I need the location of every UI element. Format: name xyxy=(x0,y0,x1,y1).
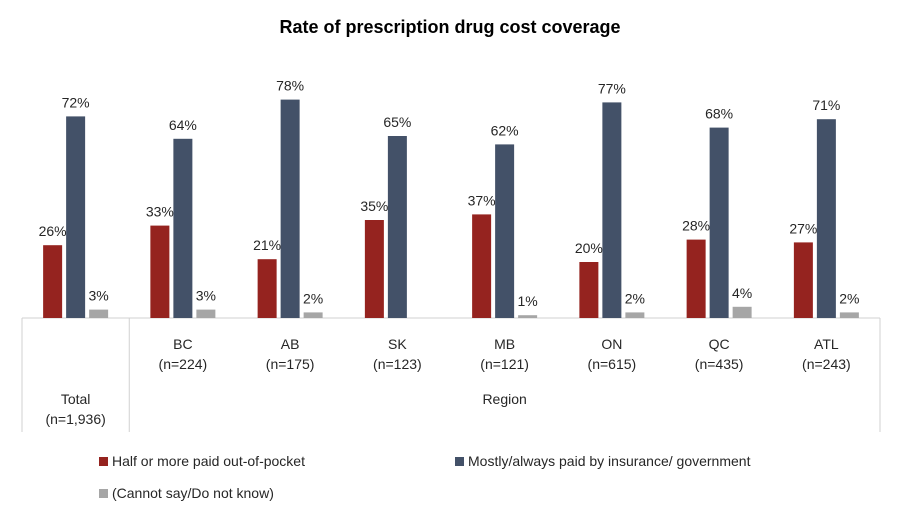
data-label: 64% xyxy=(169,117,197,133)
data-label: 27% xyxy=(789,220,817,236)
tick-label: QC xyxy=(709,336,730,352)
legend-swatch xyxy=(99,488,108,498)
data-label: 2% xyxy=(303,290,323,306)
bar xyxy=(625,312,645,318)
bar xyxy=(579,262,599,318)
tick-label: MB xyxy=(494,336,515,352)
legend-label: Half or more paid out-of-pocket xyxy=(112,453,305,469)
tick-label-n: (n=1,936) xyxy=(45,411,105,427)
tick-label-n: (n=435) xyxy=(695,356,744,372)
bar xyxy=(472,214,492,318)
data-label: 33% xyxy=(146,204,174,220)
bar xyxy=(173,138,193,318)
bar xyxy=(150,225,170,318)
data-label: 35% xyxy=(360,198,388,214)
bar xyxy=(495,144,515,318)
bar xyxy=(196,309,216,318)
chart-title: Rate of prescription drug cost coverage xyxy=(279,17,621,37)
tick-label: Total xyxy=(61,391,91,407)
data-label: 4% xyxy=(732,285,752,301)
legend-item-insurance: Mostly/always paid by insurance/ governm… xyxy=(455,453,750,469)
data-label: 68% xyxy=(705,106,733,122)
bar xyxy=(839,312,859,318)
legend-swatch xyxy=(99,456,108,466)
tick-label: SK xyxy=(388,336,407,352)
bar xyxy=(686,239,706,318)
data-label: 71% xyxy=(812,97,840,113)
bar xyxy=(66,116,86,319)
tick-label-n: (n=615) xyxy=(588,356,637,372)
tick-label-n: (n=123) xyxy=(373,356,422,372)
bar xyxy=(793,242,813,318)
bar xyxy=(89,309,109,318)
bar xyxy=(387,136,407,318)
bar xyxy=(280,99,300,318)
data-label: 65% xyxy=(383,114,411,130)
data-label: 3% xyxy=(196,288,216,304)
data-label: 28% xyxy=(682,218,710,234)
bar xyxy=(43,245,63,318)
bar xyxy=(303,312,323,318)
bar xyxy=(257,259,277,318)
tick-label: BC xyxy=(173,336,192,352)
data-label: 62% xyxy=(491,122,519,138)
bar xyxy=(732,306,752,318)
data-label: 77% xyxy=(598,80,626,96)
tick-label: ON xyxy=(601,336,622,352)
data-label: 21% xyxy=(253,237,281,253)
bar xyxy=(709,127,729,318)
data-label: 78% xyxy=(276,78,304,94)
bar xyxy=(816,119,836,318)
bar xyxy=(364,220,384,318)
legend-item-cannot-say: (Cannot say/Do not know) xyxy=(99,485,274,501)
data-label: 26% xyxy=(39,223,67,239)
legend-item-out-of-pocket: Half or more paid out-of-pocket xyxy=(99,453,305,469)
bar-chart: 26% 72% 3% 33% 64% 3% BC (n=224) 21% 78% 2% AB (n=17… xyxy=(21,78,881,432)
tick-label: AB xyxy=(281,336,300,352)
data-label: 72% xyxy=(62,94,90,110)
tick-label: ATL xyxy=(814,336,839,352)
data-label: 2% xyxy=(625,290,645,306)
tick-label-n: (n=175) xyxy=(266,356,315,372)
group-label: Region xyxy=(482,391,526,407)
legend-label: (Cannot say/Do not know) xyxy=(112,485,274,501)
tick-label-n: (n=243) xyxy=(802,356,851,372)
data-label: 2% xyxy=(839,290,859,306)
legend-swatch xyxy=(455,456,464,466)
data-label: 1% xyxy=(518,293,538,309)
data-label: 20% xyxy=(575,240,603,256)
bar xyxy=(518,315,538,318)
legend-label: Mostly/always paid by insurance/ governm… xyxy=(468,453,751,469)
tick-label-n: (n=121) xyxy=(480,356,529,372)
tick-label-n: (n=224) xyxy=(159,356,208,372)
data-label: 37% xyxy=(468,192,496,208)
bar xyxy=(602,102,622,319)
data-label: 3% xyxy=(89,288,109,304)
